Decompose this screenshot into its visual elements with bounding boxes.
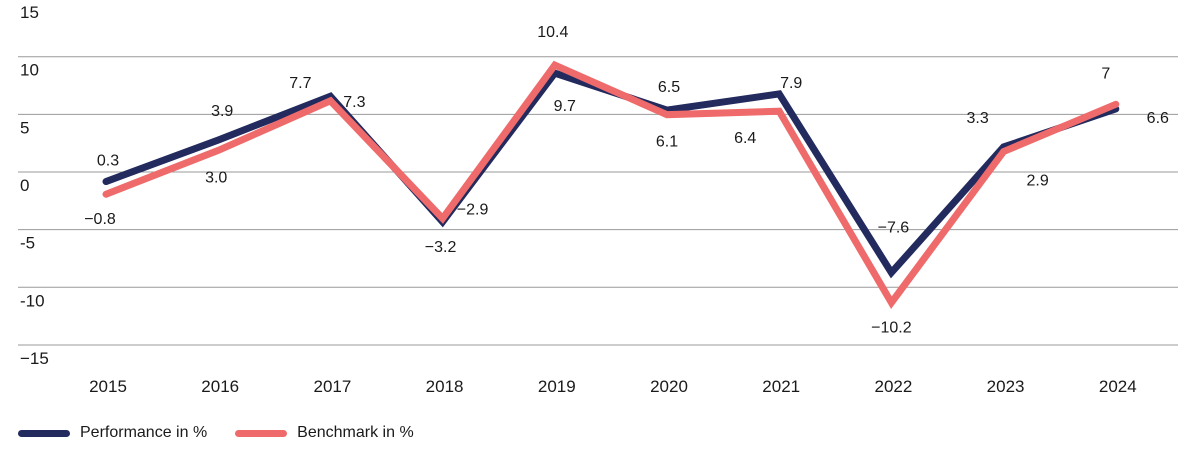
data-label-benchmark: 10.4 bbox=[537, 24, 568, 41]
data-label-performance: 7.7 bbox=[289, 75, 311, 92]
data-label-performance: −3.2 bbox=[425, 239, 457, 256]
series-lines bbox=[102, 60, 1120, 309]
gridlines bbox=[18, 56, 1178, 346]
data-label-benchmark: −2.9 bbox=[457, 201, 489, 218]
series-line-performance bbox=[102, 69, 1120, 279]
x-tick-label: 2023 bbox=[987, 377, 1025, 396]
x-axis-ticks: 2015 2016 2017 2018 2019 2020 2021 2022 2023 2024 bbox=[89, 377, 1137, 396]
y-tick-label: 15 bbox=[20, 3, 39, 22]
x-tick-label: 2018 bbox=[426, 377, 464, 396]
x-tick-label: 2016 bbox=[201, 377, 239, 396]
x-tick-label: 2021 bbox=[762, 377, 800, 396]
series-line-benchmark bbox=[102, 60, 1120, 309]
y-tick-label: −15 bbox=[20, 349, 49, 368]
y-axis-ticks: 15 10 5 0 -5 -10 −15 bbox=[20, 3, 49, 368]
data-label-performance: 3.9 bbox=[211, 103, 233, 120]
data-label-benchmark: −10.2 bbox=[871, 320, 912, 337]
data-label-performance: 6.5 bbox=[658, 79, 680, 96]
x-tick-label: 2015 bbox=[89, 377, 127, 396]
data-label-benchmark: 2.9 bbox=[1026, 173, 1048, 190]
x-tick-label: 2017 bbox=[313, 377, 351, 396]
y-tick-label: -5 bbox=[20, 234, 35, 253]
x-tick-label: 2019 bbox=[538, 377, 576, 396]
data-label-benchmark: 6.4 bbox=[734, 130, 756, 147]
data-label-performance: 7.9 bbox=[780, 75, 802, 92]
data-label-performance: 6.6 bbox=[1147, 110, 1169, 127]
legend-item-benchmark: Benchmark in % bbox=[235, 424, 414, 442]
y-tick-label: 10 bbox=[20, 61, 39, 80]
data-label-performance: 3.3 bbox=[966, 110, 988, 127]
x-tick-label: 2022 bbox=[874, 377, 912, 396]
legend-swatch-benchmark bbox=[235, 429, 288, 437]
data-label-benchmark: 6.1 bbox=[656, 134, 678, 151]
y-tick-label: 0 bbox=[20, 176, 29, 195]
data-label-benchmark: 7.3 bbox=[343, 94, 365, 111]
x-tick-label: 2024 bbox=[1099, 377, 1137, 396]
data-label-performance: −7.6 bbox=[878, 220, 910, 237]
legend: Performance in % Benchmark in % bbox=[18, 424, 442, 442]
data-label-benchmark: −0.8 bbox=[84, 211, 116, 228]
data-label-benchmark: 3.0 bbox=[205, 169, 227, 186]
y-tick-label: 5 bbox=[20, 118, 29, 137]
legend-item-performance: Performance in % bbox=[18, 424, 207, 442]
data-labels: 0.3 3.9 7.7 −3.2 9.7 6.5 7.9 −7.6 3.3 6.6 −0.8 3.0 7… bbox=[84, 24, 1169, 337]
legend-label-benchmark: Benchmark in % bbox=[297, 424, 414, 441]
data-label-performance: 9.7 bbox=[554, 98, 576, 115]
legend-swatch-performance bbox=[18, 429, 70, 437]
data-label-performance: 0.3 bbox=[97, 153, 119, 170]
y-tick-label: -10 bbox=[20, 291, 45, 310]
data-label-benchmark: 7 bbox=[1101, 65, 1110, 82]
x-tick-label: 2020 bbox=[650, 377, 688, 396]
legend-label-performance: Performance in % bbox=[80, 424, 208, 441]
